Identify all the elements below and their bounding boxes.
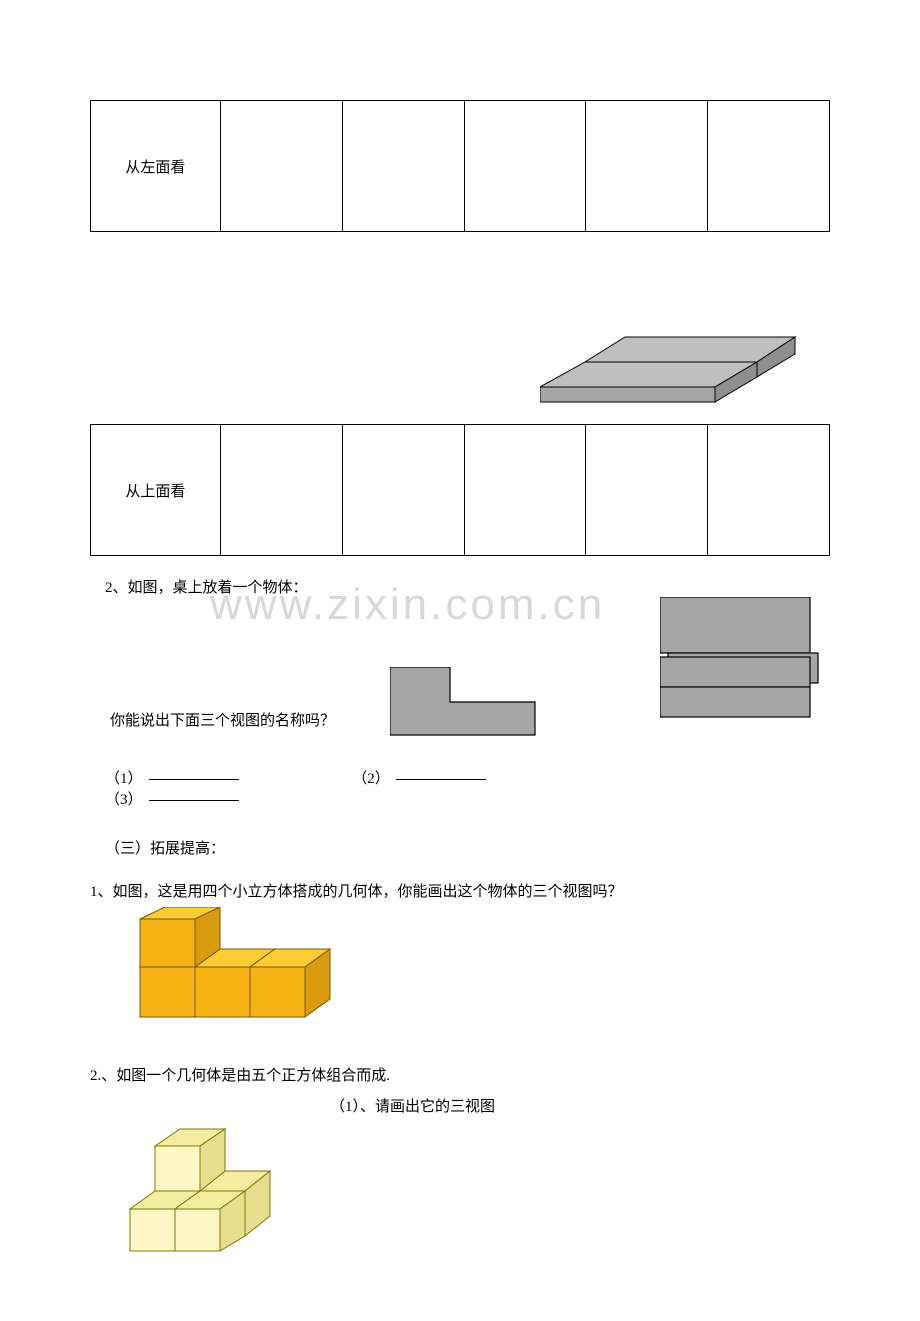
table-top-view: 从上面看 xyxy=(90,424,830,556)
q2-ask-text: 你能说出下面三个视图的名称吗？ xyxy=(110,713,335,729)
l-shape-view xyxy=(390,667,540,742)
blank-3: （3） xyxy=(105,788,239,809)
table-row: 从上面看 xyxy=(91,425,830,556)
step-3d-shape xyxy=(540,312,780,412)
blanks-row: （1） （2） （3） xyxy=(105,767,830,809)
table-cell xyxy=(220,425,342,556)
table-cell xyxy=(708,425,830,556)
five-cubes-figure xyxy=(120,1091,300,1261)
table-cell xyxy=(342,101,464,232)
ext-q2-sub: （1）、请画出它的三视图 xyxy=(330,1095,495,1116)
table-cell xyxy=(220,101,342,232)
table-left-view: 从左面看 xyxy=(90,100,830,232)
blank-2: （2） xyxy=(352,767,486,788)
block-shape-view xyxy=(660,597,820,732)
table-label-cell: 从上面看 xyxy=(91,425,221,556)
table-cell xyxy=(708,101,830,232)
four-cubes-figure xyxy=(120,907,830,1042)
blank-1: （1） xyxy=(105,767,239,788)
table-cell xyxy=(586,101,708,232)
ext-q2-text: 2.、如图一个几何体是由五个正方体组合而成. xyxy=(90,1064,830,1085)
table-cell xyxy=(342,425,464,556)
table-label-cell: 从左面看 xyxy=(91,101,221,232)
ext-q1-text: 1、如图，这是用四个小立方体搭成的几何体，你能画出这个物体的三个视图吗？ xyxy=(90,880,830,901)
q2-intro-text: 2、如图，桌上放着一个物体： xyxy=(105,576,308,597)
table-cell xyxy=(464,425,586,556)
q2-shapes-row: 你能说出下面三个视图的名称吗？ xyxy=(90,597,830,747)
section-3-header: （三）拓展提高： xyxy=(105,837,830,858)
table-row: 从左面看 xyxy=(91,101,830,232)
table-cell xyxy=(464,101,586,232)
table-cell xyxy=(586,425,708,556)
